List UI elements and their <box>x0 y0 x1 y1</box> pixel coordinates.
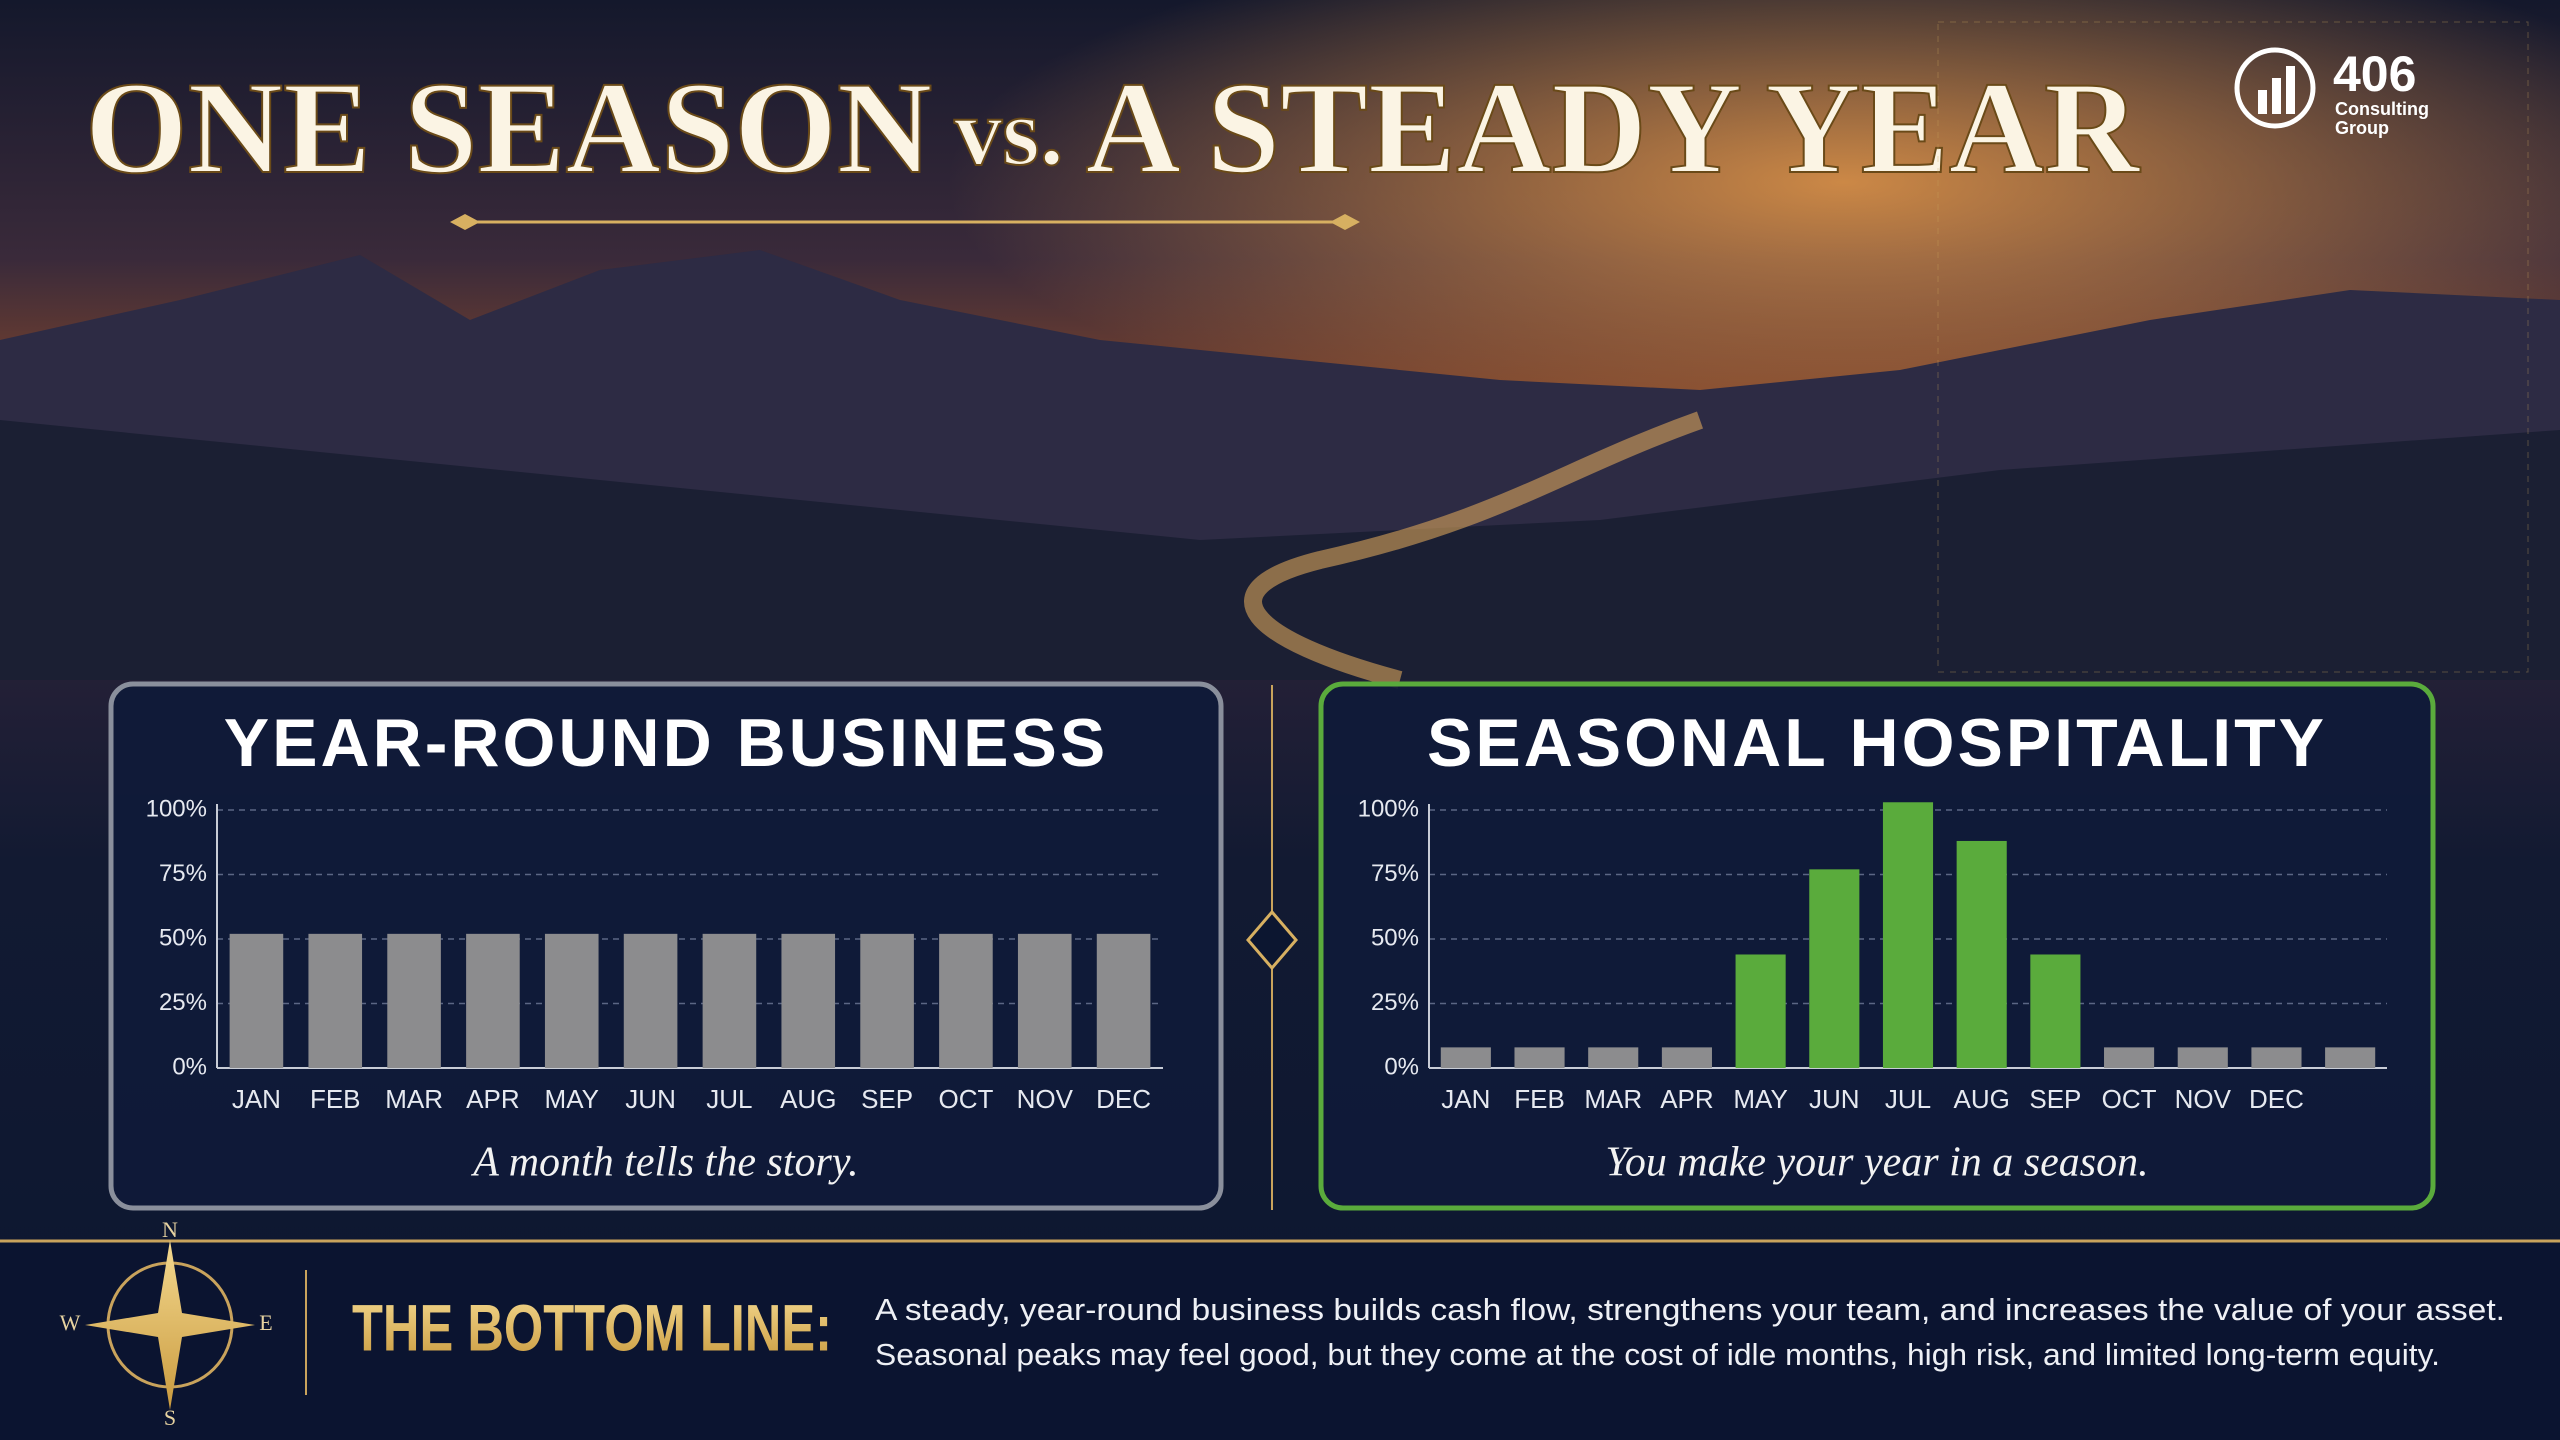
x-tick-label: APR <box>1660 1084 1713 1114</box>
bar <box>781 933 836 1068</box>
x-tick-label: NOV <box>2175 1084 2232 1114</box>
rule-ornament <box>450 214 480 230</box>
x-tick-label: JUL <box>706 1084 752 1114</box>
bottom-text: Seasonal peaks may feel good, but they c… <box>875 1337 2440 1372</box>
y-tick-label: 0% <box>1384 1053 1419 1080</box>
logo-number: 406 <box>2333 46 2416 102</box>
x-tick-label: JUN <box>625 1084 676 1114</box>
x-tick-label: MAR <box>1584 1084 1642 1114</box>
compass-star <box>85 1240 255 1410</box>
x-tick-label: SEP <box>2029 1084 2081 1114</box>
title-part: vs. <box>954 78 1063 185</box>
x-tick-label: JUN <box>1809 1084 1860 1114</box>
logo-text: Consulting <box>2335 99 2429 119</box>
title: ONE SEASON vs. A STEADY YEAR <box>85 54 2141 201</box>
y-tick-label: 50% <box>159 924 207 951</box>
bottom-heading: THE BOTTOM LINE: <box>352 1290 832 1364</box>
panel-title: SEASONAL HOSPITALITY <box>1427 705 2327 781</box>
bar <box>1661 1047 1712 1068</box>
x-tick-label: MAY <box>545 1084 599 1114</box>
x-tick-label: DEC <box>1096 1084 1151 1114</box>
bar <box>1809 869 1860 1068</box>
panel-subtitle: You make your year in a season. <box>1605 1140 2148 1186</box>
panel-subtitle: A month tells the story. <box>470 1140 858 1186</box>
y-tick-label: 25% <box>159 989 207 1016</box>
logo-text: Group <box>2335 118 2389 138</box>
logo-icon <box>2272 78 2281 114</box>
x-tick-label: AUG <box>780 1084 836 1114</box>
blueprint-frame <box>1937 21 2529 673</box>
compass-letter: N <box>162 1217 178 1242</box>
x-tick-label: OCT <box>2102 1084 2157 1114</box>
panel <box>1318 681 2436 1211</box>
bar <box>544 933 599 1068</box>
bar <box>2104 1047 2155 1068</box>
bar <box>1956 840 2007 1068</box>
bar <box>939 933 993 1068</box>
y-tick-label: 100% <box>1358 795 1419 822</box>
bar <box>229 933 284 1068</box>
x-tick-label: SEP <box>861 1084 913 1114</box>
bar <box>2325 1047 2376 1068</box>
bar <box>1096 933 1151 1068</box>
x-tick-label: JUL <box>1885 1084 1931 1114</box>
compass-letter: W <box>60 1310 81 1335</box>
bar <box>466 933 520 1068</box>
x-tick-label: DEC <box>2249 1084 2304 1114</box>
x-tick-label: NOV <box>1017 1084 1074 1114</box>
river <box>1244 411 1704 689</box>
x-tick-label: JAN <box>232 1084 281 1114</box>
x-tick-label: MAY <box>1733 1084 1787 1114</box>
valley <box>0 420 2560 680</box>
bar <box>1735 954 1786 1068</box>
logo-icon <box>2234 47 2316 129</box>
bar <box>860 933 914 1068</box>
bottom-text: A steady, year-round business builds cas… <box>875 1292 2505 1327</box>
bar <box>2177 1047 2228 1068</box>
rule-ornament <box>1330 214 1360 230</box>
bar <box>1440 1047 1491 1068</box>
y-tick-label: 25% <box>1371 989 1419 1016</box>
panel-title: YEAR-ROUND BUSINESS <box>224 705 1108 781</box>
logo-icon <box>2258 90 2267 114</box>
bar <box>702 933 757 1068</box>
bar <box>2030 954 2081 1068</box>
x-tick-label: AUG <box>1954 1084 2010 1114</box>
bar <box>623 933 678 1068</box>
bar <box>1514 1047 1565 1068</box>
bar <box>1882 802 1934 1068</box>
x-tick-label: FEB <box>1514 1084 1565 1114</box>
bar <box>308 933 363 1068</box>
bottom-band <box>0 1240 2560 1440</box>
compass-letter: E <box>259 1310 272 1335</box>
compass: N E S W <box>60 1217 273 1430</box>
y-tick-label: 75% <box>1371 860 1419 887</box>
y-tick-label: 75% <box>159 860 207 887</box>
bar <box>387 933 441 1068</box>
x-tick-label: JAN <box>1441 1084 1490 1114</box>
x-tick-label: OCT <box>938 1084 993 1114</box>
bar <box>1588 1047 1639 1068</box>
compass-letter: S <box>164 1405 176 1430</box>
x-tick-label: MAR <box>385 1084 443 1114</box>
title-part: ONE SEASON <box>85 54 932 201</box>
bar <box>1017 933 1072 1068</box>
bar <box>2251 1047 2302 1068</box>
logo-icon <box>2286 66 2295 114</box>
divider-ornament <box>1246 909 1298 971</box>
x-tick-label: FEB <box>310 1084 361 1114</box>
x-tick-label: APR <box>466 1084 519 1114</box>
y-tick-label: 50% <box>1371 924 1419 951</box>
title-part: A STEADY YEAR <box>1086 54 2141 201</box>
y-tick-label: 0% <box>172 1053 207 1080</box>
y-tick-label: 100% <box>146 795 207 822</box>
